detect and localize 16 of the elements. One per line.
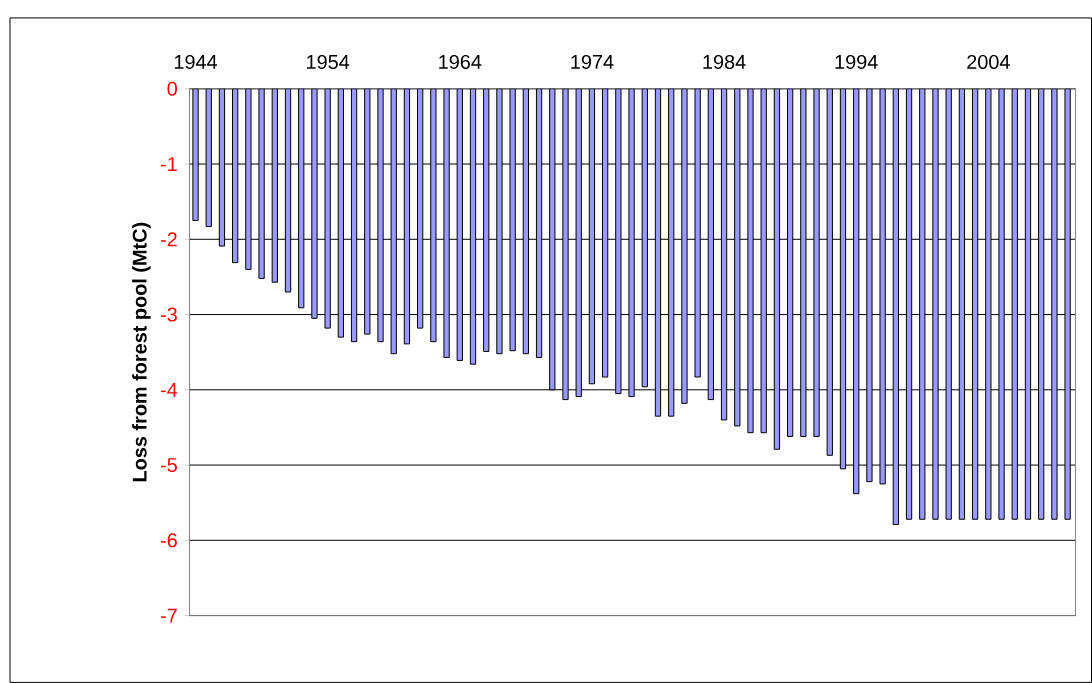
x-tick-label: 2004 — [967, 54, 1010, 70]
y-tick-label: -6 — [160, 533, 177, 548]
x-tick-label: 1944 — [174, 54, 218, 70]
x-tick-label: 1954 — [307, 54, 350, 70]
y-axis-title: Loss from forest pool (MtC) — [132, 222, 151, 482]
y-tick-label: -3 — [160, 307, 177, 322]
y-tick-label: -2 — [160, 232, 177, 247]
y-tick-label: -5 — [160, 458, 177, 473]
y-tick-label: -7 — [160, 608, 177, 623]
x-tick-label: 1984 — [703, 54, 746, 70]
y-tick-label: 0 — [167, 81, 177, 96]
x-tick-label: 1974 — [571, 54, 614, 70]
y-tick-label: -4 — [160, 383, 178, 397]
x-tick-label: 1994 — [835, 54, 878, 70]
y-tick-label: -1 — [160, 157, 177, 171]
x-tick-label: 1964 — [439, 54, 482, 70]
